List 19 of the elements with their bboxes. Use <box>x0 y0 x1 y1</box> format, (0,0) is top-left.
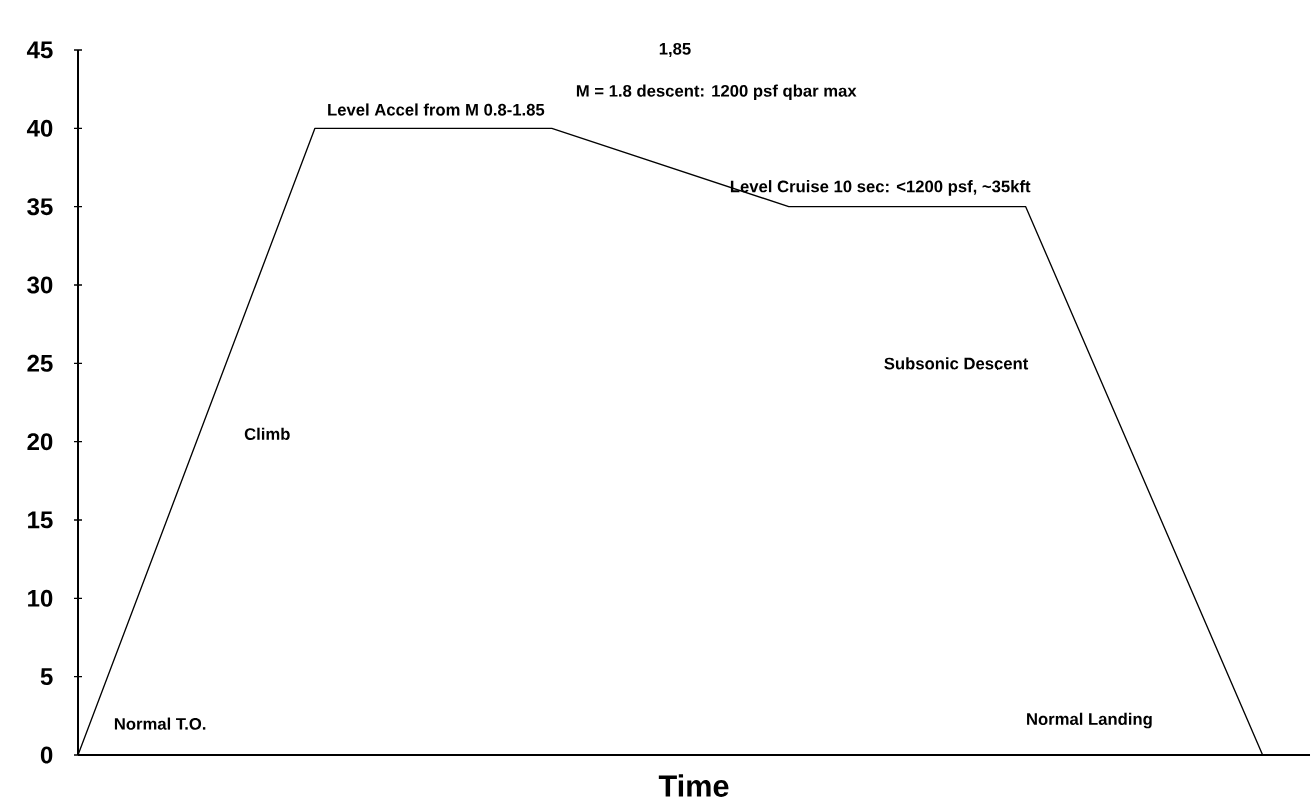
y-tick-label: 20 <box>27 433 53 451</box>
annotation: Normal T.O. <box>114 717 206 730</box>
annotation: Subsonic Descent <box>884 357 1029 370</box>
annotation: Normal Landing <box>1027 712 1152 729</box>
y-tick-label: 25 <box>27 354 53 372</box>
x-axis-title: Time <box>658 774 729 797</box>
annotation: Level Accel from M 0.8-1.85 <box>328 103 545 116</box>
y-tick-label: 10 <box>28 589 53 607</box>
y-tick-label: 40 <box>26 119 53 137</box>
y-tick-label: 35 <box>27 198 53 216</box>
y-tick-label: 15 <box>28 511 53 529</box>
y-tick-label: 5 <box>40 668 53 686</box>
annotation: Level Cruise 10 sec: <1200 psf, ~35kft <box>730 180 1031 196</box>
y-tick-label: 30 <box>27 276 53 294</box>
y-tick-label: 45 <box>26 41 53 59</box>
annotation: Climb <box>244 427 290 440</box>
y-tick-label: 0 <box>40 746 53 764</box>
annotation: 1,85 <box>659 42 691 58</box>
annotation: M = 1.8 descent: 1200 psf qbar max <box>576 84 857 101</box>
